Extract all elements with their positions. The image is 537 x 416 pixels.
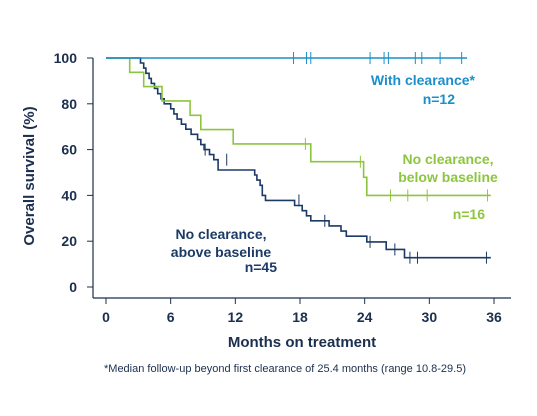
x-tick-label: 12 [228,309,244,325]
series-label-no-clearance-below: n=16 [453,206,486,222]
series-label-no-clearance-above: n=45 [245,259,278,275]
y-axis-title: Overall survival (%) [21,106,38,245]
series-label-no-clearance-below: below baseline [398,169,498,185]
x-tick-label: 18 [292,309,308,325]
series-label-with-clearance: n=12 [423,91,456,107]
x-tick-label: 36 [486,309,502,325]
series-with-clearance [106,52,468,64]
series-label-no-clearance-above: above baseline [171,244,272,260]
series-group [106,52,491,264]
y-tick-label: 60 [61,142,77,158]
survival-curve [106,57,491,197]
series-no-clearance-above [106,57,491,264]
series-label-no-clearance-above: No clearance, [175,226,266,242]
series-labels: With clearance* n=12 No clearance, below ba… [171,72,498,275]
x-tick-label: 24 [357,309,373,325]
y-tick-label: 0 [69,279,77,295]
x-ticks: 0 6 12 18 24 30 36 [102,298,502,325]
y-tick-label: 20 [61,233,77,249]
x-tick-label: 6 [167,309,175,325]
survival-curve [106,57,491,259]
footnote: *Median follow-up beyond first clearance… [104,363,466,375]
x-tick-label: 30 [422,309,438,325]
series-label-no-clearance-below: No clearance, [402,151,493,167]
series-no-clearance-below [106,57,491,202]
x-tick-label: 0 [102,309,110,325]
x-axis-title: Months on treatment [228,334,376,351]
axes [92,58,511,299]
y-tick-label: 40 [61,187,77,203]
y-tick-label: 80 [61,96,77,112]
y-tick-label: 100 [54,50,78,66]
y-ticks: 0 20 40 60 80 100 [54,50,93,295]
series-label-with-clearance: With clearance* [371,72,476,88]
